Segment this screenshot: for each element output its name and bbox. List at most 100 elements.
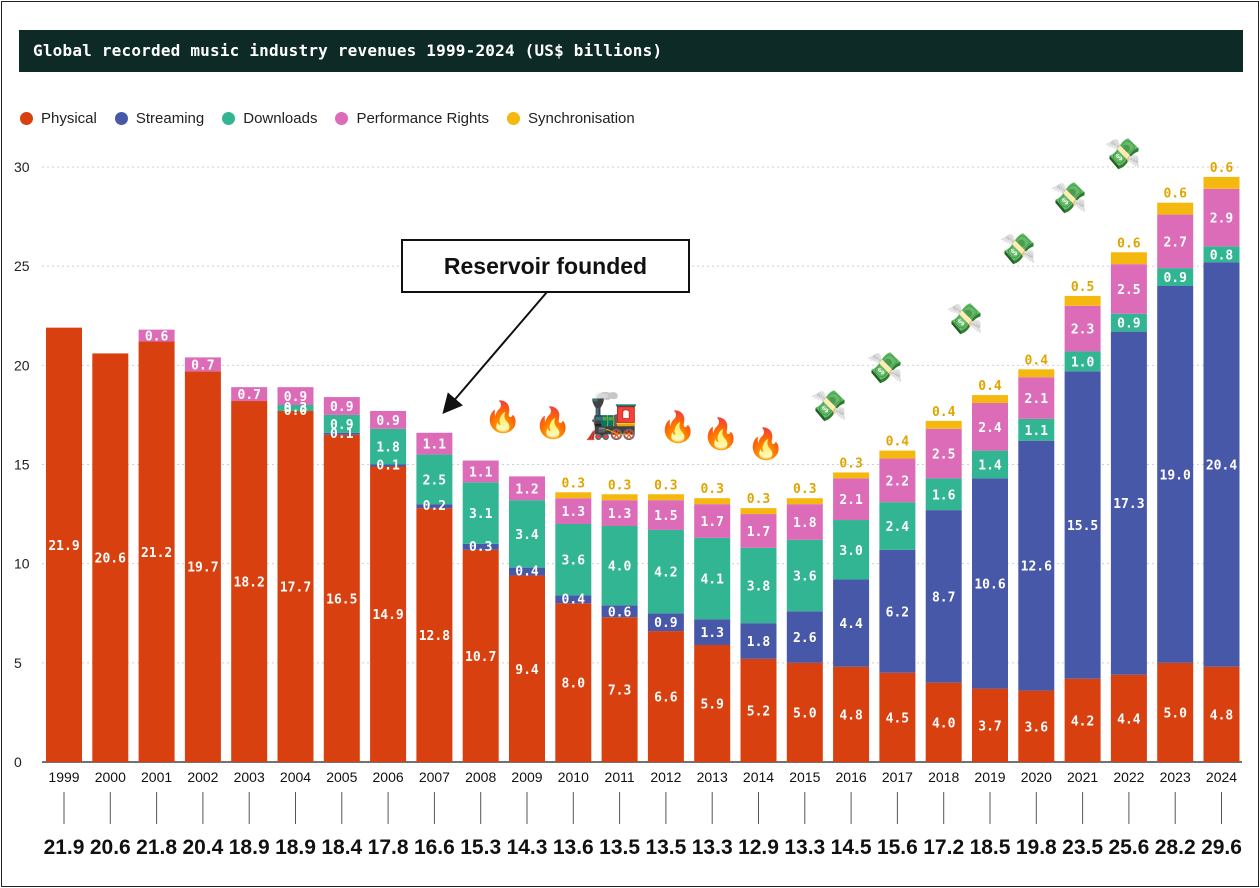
x-tick-label: 2008 [465,769,496,785]
bar-segment-streaming [879,549,916,673]
segment-label-physical: 17.7 [280,580,311,595]
bar-total-label: 16.6 [414,836,455,859]
segment-label-performance-rights: 0.9 [376,414,399,429]
money-icon: 💸 [999,232,1037,267]
bar-segment-downloads [1110,313,1147,332]
segment-label-downloads: 1.8 [376,441,400,456]
x-tick-label: 1999 [48,769,79,785]
x-tick-label: 2009 [511,769,542,785]
segment-label-performance-rights: 1.1 [423,438,447,453]
bar-segment-physical [601,617,638,762]
segment-label-downloads: 1.4 [978,459,1002,474]
segment-label-downloads: 2.5 [423,473,446,488]
x-tick-label: 2014 [743,769,774,785]
segment-label-physical: 4.8 [1210,708,1234,723]
segment-label-physical: 4.2 [1071,714,1094,729]
segment-label-performance-rights: 0.9 [284,390,307,405]
legend-item-physical: Physical [20,110,97,127]
bar-segment-synchronisation [1064,295,1101,306]
segment-label-performance-rights: 2.2 [886,474,909,489]
x-tick-label: 2021 [1067,769,1098,785]
bar-segment-synchronisation [1203,176,1240,189]
bar-segment-performance-rights [1018,377,1055,419]
bar-segment-streaming [647,613,684,632]
bar-segment-downloads [972,450,1008,479]
bar-segment-streaming [1110,331,1147,675]
segment-label-physical: 7.3 [608,684,631,699]
segment-label-downloads: 3.6 [793,570,817,585]
segment-label-physical: 10.7 [465,650,496,665]
bar-segment-streaming [1203,262,1240,667]
segment-label-synchronisation: 0.6 [1210,161,1234,176]
segment-label-synchronisation: 0.3 [700,482,723,497]
segment-label-downloads: 3.8 [747,579,771,594]
bar-segment-streaming [1157,286,1194,663]
money-icon: 💸 [1050,181,1088,216]
bar-segment-downloads [647,529,684,614]
segment-label-downloads: 3.6 [562,554,586,569]
x-tick-label: 2004 [280,769,311,785]
segment-label-performance-rights: 2.9 [1210,212,1233,227]
annotation-box: Reservoir founded [401,239,690,293]
segment-label-streaming: 0.0 [284,404,308,419]
x-tick-label: 2019 [974,769,1005,785]
bar-total-label: 17.2 [923,836,964,859]
money-icon: 💸 [866,351,904,386]
bar-segment-physical [370,466,407,762]
bar-segment-synchronisation [601,494,638,501]
bar-segment-synchronisation [555,492,592,499]
bar-segment-physical [694,644,731,762]
bar-segment-performance-rights [1110,264,1147,314]
bar-total-label: 29.6 [1201,836,1242,859]
fire-icon: 🔥 [702,417,740,452]
bar-segment-synchronisation [972,395,1008,404]
bar-segment-physical [1018,690,1055,762]
segment-label-streaming: 0.3 [469,540,492,555]
segment-label-physical: 9.4 [515,663,539,678]
segment-label-streaming: 0.4 [562,592,586,607]
bar-segment-performance-rights [509,476,545,501]
bar-segment-synchronisation [740,508,777,515]
bar-segment-downloads [370,428,407,465]
bar-segment-physical [231,401,268,762]
x-tick-label: 2000 [95,769,126,785]
legend-swatch-physical [20,111,33,125]
segment-label-physical: 19.7 [187,561,218,576]
segment-label-performance-rights: 0.6 [145,330,169,345]
bar-segment-physical [92,353,129,762]
segment-label-synchronisation: 0.3 [747,492,770,507]
legend-item-synchronisation: Synchronisation [507,110,635,127]
bar-segment-physical [972,688,1008,762]
x-tick-label: 2024 [1206,769,1237,785]
segment-label-synchronisation: 0.3 [562,476,585,491]
segment-label-streaming: 0.9 [654,616,677,631]
bar-segment-downloads [509,500,545,568]
legend-swatch-performance-rights [335,111,349,125]
segment-label-performance-rights: 0.9 [330,400,353,415]
legend-item-downloads: Downloads [222,110,317,127]
bar-segment-performance-rights [740,514,777,548]
bar-total-label: 20.4 [182,836,223,859]
bar-segment-streaming [462,543,499,550]
segment-label-streaming: 1.8 [747,635,771,650]
bar-segment-downloads [462,482,499,544]
segment-label-streaming: 6.2 [886,605,909,620]
segment-label-physical: 3.7 [978,719,1001,734]
segment-label-physical: 18.2 [234,576,265,591]
y-tick-label: 30 [14,159,30,175]
bar-segment-synchronisation [786,498,823,505]
bar-segment-physical [555,603,592,762]
segment-label-physical: 21.2 [141,546,172,561]
segment-label-physical: 5.2 [747,704,770,719]
bar-segment-downloads [786,539,823,612]
x-tick-label: 2007 [419,769,450,785]
x-tick-label: 2010 [558,769,589,785]
segment-label-physical: 4.0 [932,716,956,731]
bar-total-label: 21.8 [136,836,177,859]
y-tick-label: 20 [14,357,30,373]
x-tick-label: 2012 [650,769,681,785]
segment-label-streaming: 17.3 [1113,497,1144,512]
bar-total-label: 18.9 [275,836,316,859]
bar-segment-downloads [1064,351,1101,372]
segment-label-physical: 20.6 [95,552,126,567]
